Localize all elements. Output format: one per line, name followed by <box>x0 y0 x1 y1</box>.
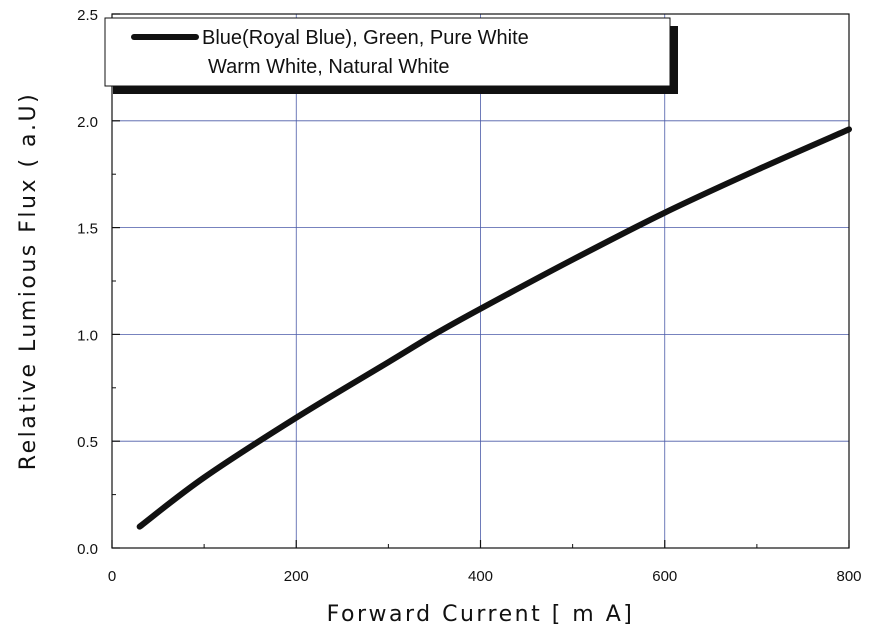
legend-label-line1: Blue(Royal Blue), Green, Pure White <box>202 27 529 49</box>
legend: Blue(Royal Blue), Green, Pure White Warm… <box>104 17 678 94</box>
y-tick-label: 0.0 <box>77 541 98 558</box>
x-tick-label: 0 <box>108 568 116 585</box>
y-tick-label: 2.0 <box>77 114 98 131</box>
y-tick-label: 0.5 <box>77 434 98 451</box>
x-tick-label: 400 <box>468 568 493 585</box>
x-tick-label: 200 <box>284 568 309 585</box>
y-tick-label: 1.5 <box>77 221 98 238</box>
legend-box <box>104 17 671 87</box>
y-tick-label: 2.5 <box>77 7 98 24</box>
x-axis-title: Forward Current [ m A] <box>327 602 635 627</box>
x-tick-label: 600 <box>652 568 677 585</box>
grid-lines <box>112 14 849 548</box>
series-line <box>136 126 852 530</box>
legend-label-line2: Warm White, Natural White <box>208 56 450 78</box>
axis-ticks <box>111 13 850 549</box>
y-tick-label: 1.0 <box>77 327 98 344</box>
y-axis-title: Relative Lumious Flux ( a.U) <box>16 92 41 470</box>
x-tick-label: 800 <box>836 568 861 585</box>
tick-labels: 0 200 400 600 800 0.0 0.5 1.0 1.5 2.0 2.5 <box>77 7 861 585</box>
